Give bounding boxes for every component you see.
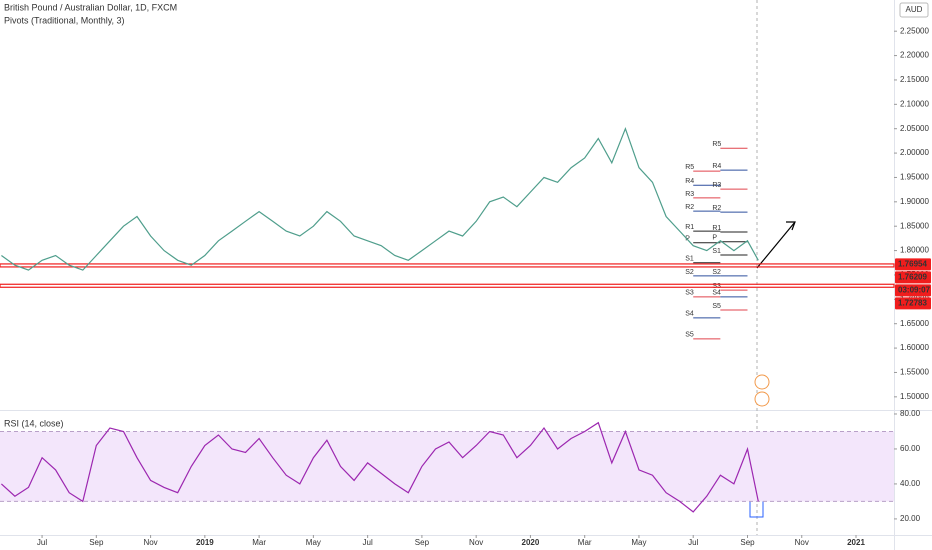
x-tick-label: 2019: [196, 538, 214, 547]
price-tag-label: 03:09:07: [898, 286, 931, 295]
x-tick-label: Mar: [578, 538, 592, 547]
x-tick-label: Jul: [37, 538, 47, 547]
y-tick-label: 20.00: [900, 514, 921, 523]
event-icon[interactable]: [754, 391, 770, 407]
price-tag: [895, 271, 931, 284]
x-tick-label: Sep: [740, 538, 755, 547]
pivot-label: R4: [712, 163, 721, 170]
rsi-line: [0, 421, 759, 513]
chart-title: British Pound / Australian Dollar, 1D, F…: [4, 2, 177, 12]
y-tick-label: 2.05000: [900, 124, 929, 133]
y-tick-label: 60.00: [900, 444, 921, 453]
y-tick-label: 2.25000: [900, 26, 929, 35]
y-tick-label: 1.65000: [900, 319, 929, 328]
pivot-label: S5: [712, 303, 721, 310]
pivot-label: R4: [685, 178, 694, 185]
x-tick-label: May: [306, 538, 321, 547]
y-tick-label: 40.00: [900, 479, 921, 488]
y-tick-label: 2.10000: [900, 99, 929, 108]
y-tick-label: 2.15000: [900, 75, 929, 84]
x-tick-label: 2021: [847, 538, 865, 547]
pivot-label: S4: [712, 290, 721, 297]
pivot-label: S2: [712, 269, 721, 276]
x-tick-label: Mar: [252, 538, 266, 547]
currency[interactable]: AUD: [906, 5, 923, 14]
x-tick-label: Sep: [89, 538, 104, 547]
arrow: [756, 221, 796, 269]
y-tick-label: 80.00: [900, 409, 921, 418]
pivot-label: S3: [685, 290, 694, 297]
x-tick-label: May: [631, 538, 646, 547]
y-tick-label: 1.50000: [900, 392, 929, 401]
pivot-label: R1: [685, 224, 694, 231]
level-line: [0, 283, 895, 288]
x-tick-label: Nov: [795, 538, 809, 547]
price-tag: [895, 284, 931, 297]
price-tag-label: 1.76954: [898, 260, 927, 269]
rsi-band: [0, 431, 894, 502]
x-tick-label: Jul: [363, 538, 373, 547]
rsi-title: RSI (14, close): [4, 418, 64, 428]
price-tag: [895, 258, 931, 271]
pivot-label: S1: [685, 256, 694, 263]
y-tick-label: 2.00000: [900, 148, 929, 157]
pivot-label: P: [712, 235, 717, 242]
level-line: [0, 263, 895, 268]
x-tick-label: Nov: [469, 538, 483, 547]
price-tag-label: 1.72783: [898, 299, 927, 308]
indicator-title: Pivots (Traditional, Monthly, 3): [4, 15, 125, 25]
y-tick-label: 1.90000: [900, 197, 929, 206]
pivot-label: R3: [712, 182, 721, 189]
y-tick-label: 1.95000: [900, 173, 929, 182]
price-tag-label: 1.76209: [898, 273, 927, 282]
pivot-label: R5: [685, 164, 694, 171]
currency-box[interactable]: [899, 2, 929, 18]
pivot-label: R3: [685, 191, 694, 198]
price-tag: [895, 297, 931, 310]
pivot-label: R2: [685, 204, 694, 211]
x-tick-label: Jul: [688, 538, 698, 547]
event-icon[interactable]: [754, 374, 770, 390]
y-tick-label: 1.80000: [900, 246, 929, 255]
pivot-label: R2: [712, 205, 721, 212]
arrow-head: [786, 221, 796, 231]
pivot-label: S3: [712, 283, 721, 290]
y-tick-label: 1.60000: [900, 343, 929, 352]
pivot-label: S4: [685, 311, 694, 318]
x-tick-label: 2020: [522, 538, 540, 547]
pivot-label: R5: [712, 141, 721, 148]
pivot-label: S5: [685, 332, 694, 339]
pivot-label: R1: [712, 225, 721, 232]
y-tick-label: 2.20000: [900, 51, 929, 60]
y-tick-label: 1.85000: [900, 221, 929, 230]
pivot-label: S1: [712, 248, 721, 255]
y-tick-label: 1.55000: [900, 368, 929, 377]
price-line: [1, 126, 759, 271]
pivot-label: S2: [685, 269, 694, 276]
x-tick-label: Sep: [415, 538, 430, 547]
x-tick-label: Nov: [143, 538, 157, 547]
